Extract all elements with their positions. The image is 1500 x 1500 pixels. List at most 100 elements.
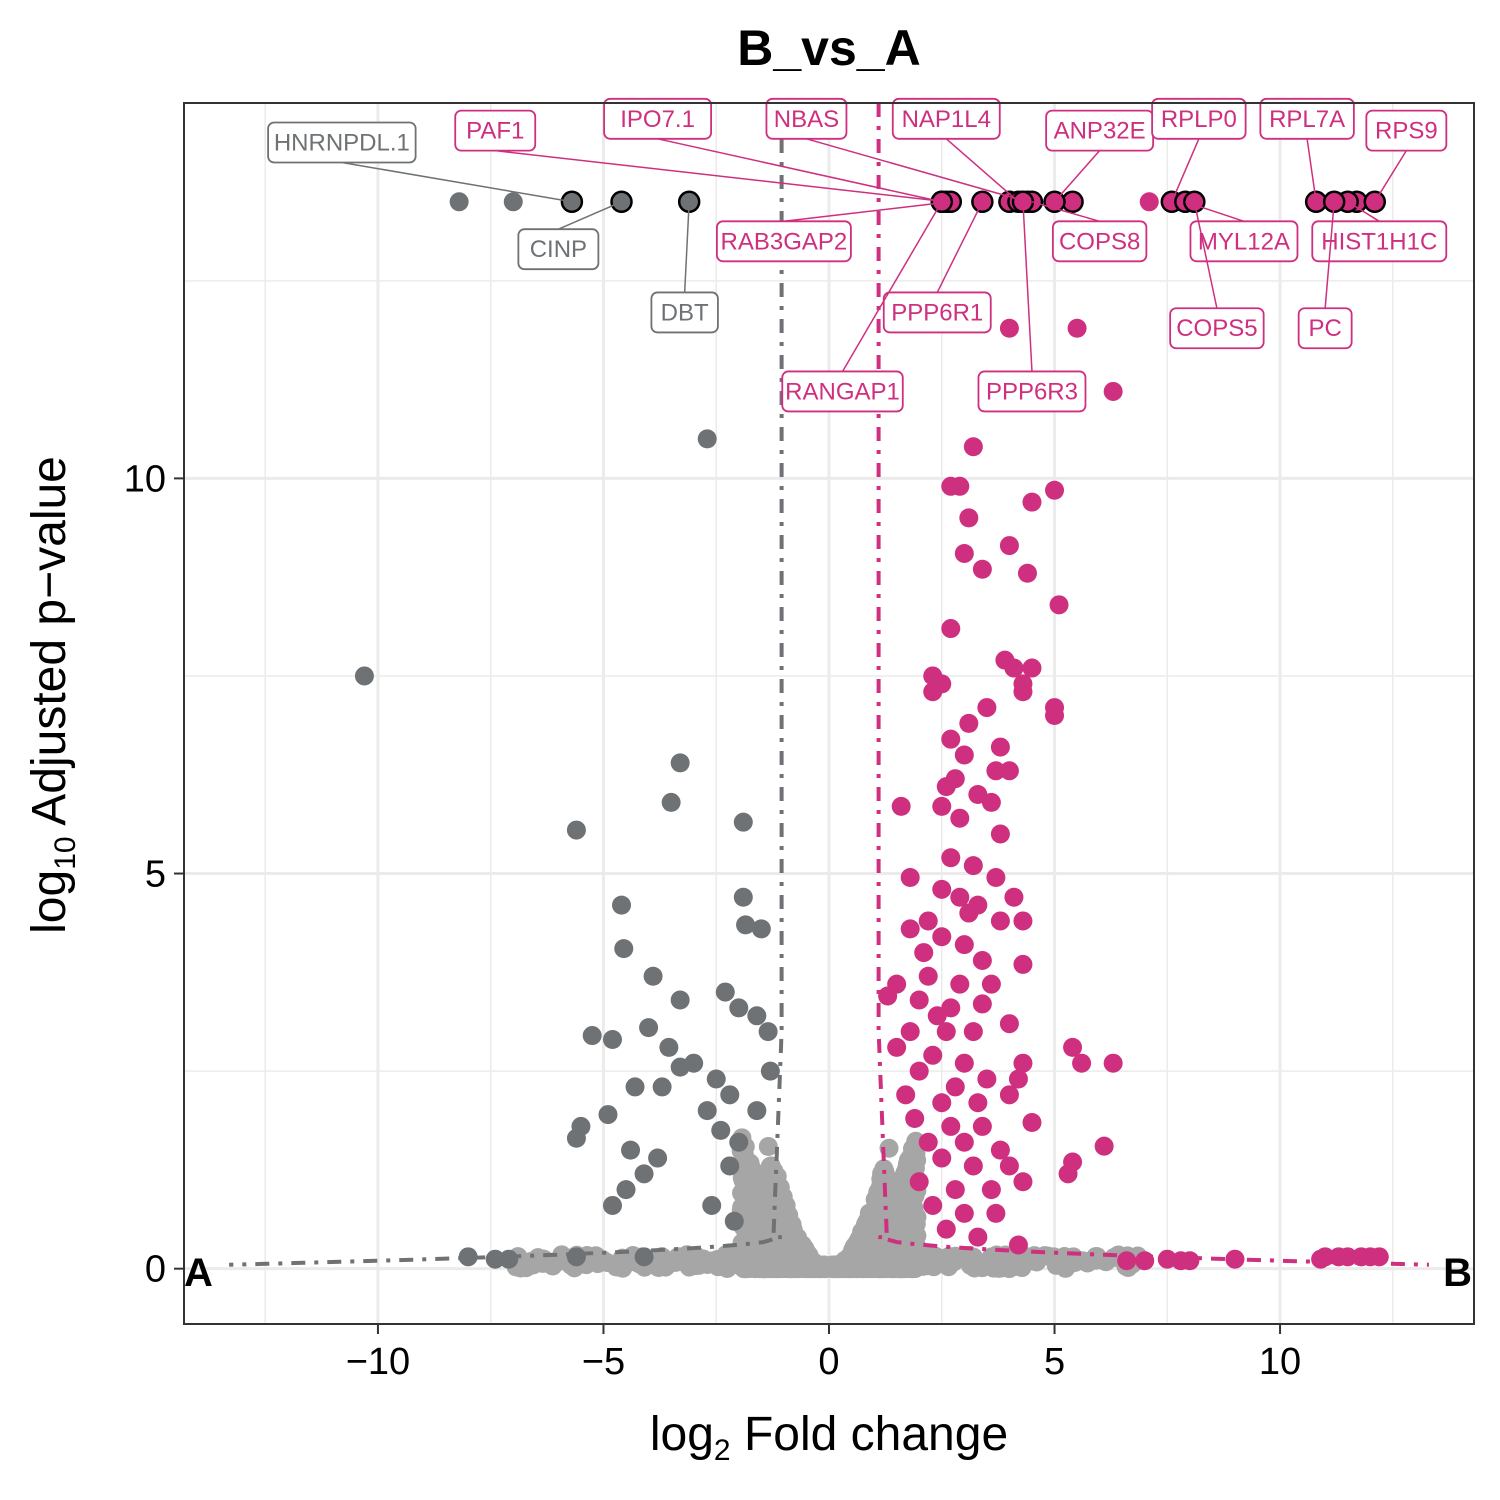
point-A: [503, 192, 523, 212]
point-B: [900, 867, 920, 887]
point-B: [1311, 1249, 1331, 1269]
point-B: [1004, 658, 1024, 678]
point-B: [981, 974, 1001, 994]
point-B: [932, 927, 952, 947]
point-B: [923, 1195, 943, 1215]
point-B: [909, 1172, 929, 1192]
point-B: [1063, 1037, 1083, 1057]
point-A: [720, 1156, 740, 1176]
point-B: [932, 796, 952, 816]
point-B: [945, 1180, 965, 1200]
point-B: [1135, 1251, 1155, 1271]
point-A: [499, 1249, 519, 1269]
nonsig-point: [894, 1257, 914, 1277]
point-B: [1022, 1112, 1042, 1132]
nonsig-point: [1038, 1246, 1058, 1266]
point-B: [1013, 1172, 1033, 1192]
point-B: [954, 1053, 974, 1073]
point-B: [972, 559, 992, 579]
gene-label-box: [1259, 97, 1355, 140]
point-B: [1103, 1053, 1123, 1073]
point-A: [449, 192, 469, 212]
point-B: [963, 1022, 983, 1042]
point-B: [887, 1037, 907, 1057]
point-B: [986, 761, 1006, 781]
gene-label: PC: [1308, 315, 1341, 342]
point-B: [1013, 682, 1033, 702]
point-B: [918, 966, 938, 986]
point-B: [954, 1203, 974, 1223]
point-B: [923, 682, 943, 702]
nonsig-point: [751, 1180, 771, 1200]
x-tick-label: 0: [818, 1341, 839, 1383]
gene-label-box: [1051, 220, 1148, 263]
y-tick-label: 10: [124, 458, 166, 500]
nonsig-point: [762, 1164, 782, 1184]
point-B: [990, 911, 1010, 931]
point-B: [1013, 954, 1033, 974]
label-connector: [1031, 201, 1100, 223]
label-connector: [341, 161, 573, 203]
gene-label-box: [650, 291, 719, 334]
point-B: [927, 1006, 947, 1026]
nonsig-point: [865, 1225, 885, 1245]
x-tick-label: −10: [346, 1341, 410, 1383]
point-B: [977, 698, 997, 718]
point-B: [1013, 1053, 1033, 1073]
point-A: [566, 1128, 586, 1148]
gene-label-box: [1189, 220, 1299, 263]
label-connector: [1053, 150, 1101, 203]
point-B: [891, 796, 911, 816]
gene-label-box: [1311, 220, 1448, 263]
point-A: [639, 1018, 659, 1038]
gene-label-box: [454, 109, 537, 152]
gene-label-box: [1297, 307, 1353, 350]
point-B: [932, 1148, 952, 1168]
point-B: [954, 935, 974, 955]
point-B: [972, 1116, 992, 1136]
nonsig-point: [728, 1255, 748, 1275]
label-connector: [683, 201, 690, 293]
gene-label: COPS5: [1176, 315, 1257, 342]
point-B: [900, 919, 920, 939]
point-A: [715, 982, 735, 1002]
point-A: [733, 887, 753, 907]
y-axis-title-subscript: 10: [49, 836, 82, 869]
point-B: [999, 1085, 1019, 1105]
point-B: [954, 1132, 974, 1152]
point-A: [354, 666, 374, 686]
point-A: [684, 1053, 704, 1073]
label-connector: [558, 201, 622, 230]
y-axis-title-base: log: [23, 870, 76, 934]
point-A: [724, 1211, 744, 1231]
gene-label: HIST1H1C: [1321, 228, 1437, 255]
gene-label-box: [891, 97, 1001, 140]
gene-label-box: [882, 291, 992, 334]
gene-label-box: [765, 97, 848, 140]
point-B: [909, 990, 929, 1010]
point-A: [659, 1037, 679, 1057]
gene-label: RPLP0: [1161, 106, 1237, 133]
point-B: [999, 318, 1019, 338]
point-B: [999, 1156, 1019, 1176]
point-B: [1022, 492, 1042, 512]
nonsig-point: [877, 1173, 897, 1193]
point-A: [648, 1148, 668, 1168]
point-B: [936, 1022, 956, 1042]
nonsig-point: [526, 1250, 546, 1270]
point-B: [950, 808, 970, 828]
point-A: [661, 792, 681, 812]
gene-label-box: [977, 370, 1087, 413]
nonsig-point: [748, 1251, 768, 1271]
point-B: [1072, 1053, 1092, 1073]
point-B: [959, 903, 979, 923]
point-B: [959, 713, 979, 733]
point-B: [959, 508, 979, 528]
gene-label: PPP6R1: [891, 299, 983, 326]
x-axis-title: log2 Fold change: [650, 1408, 1008, 1467]
point-B: [918, 911, 938, 931]
nonsig-point: [766, 1257, 786, 1277]
point-A: [747, 1101, 767, 1121]
label-connector: [1347, 201, 1380, 222]
point-B: [1004, 887, 1024, 907]
